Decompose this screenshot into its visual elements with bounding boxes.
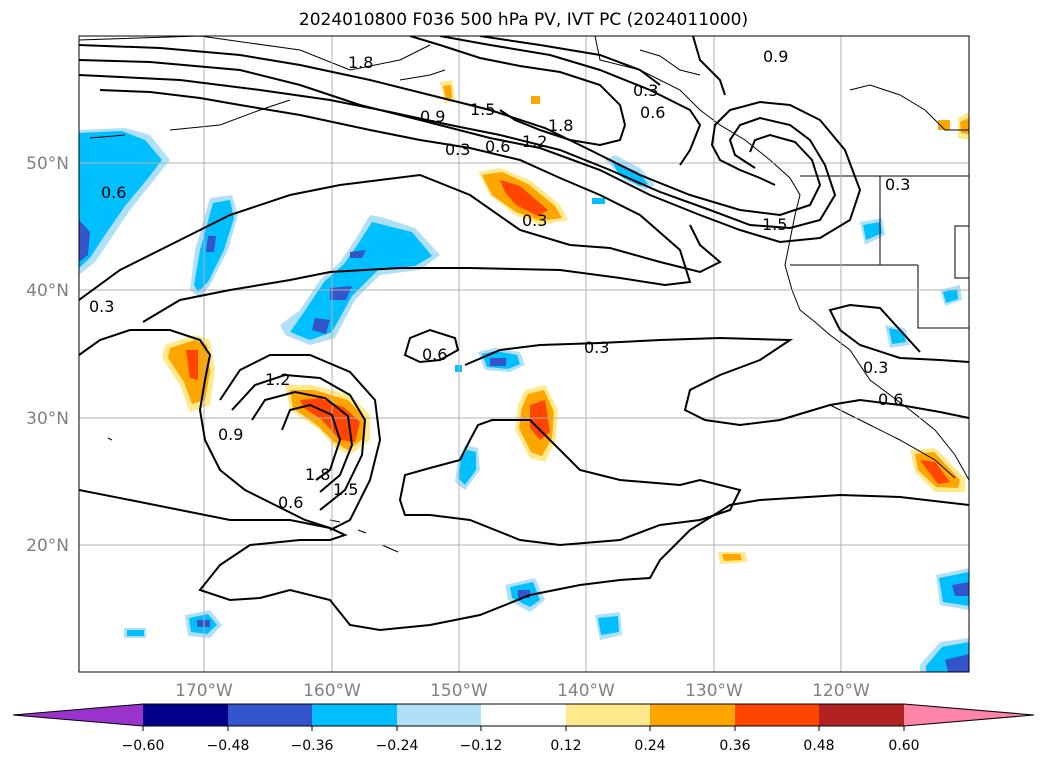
contour-label: 0.6	[422, 345, 447, 364]
map-frame	[78, 35, 970, 673]
colorbar-tick-label: −0.60	[122, 738, 165, 754]
contour-label: 0.6	[640, 103, 665, 122]
colorbar: −0.60 −0.48 −0.36 −0.24 −0.12 0.12 0.24 …	[12, 703, 1035, 754]
colorbar-tick-label: 0.24	[634, 738, 665, 754]
lon-label: 130°W	[685, 681, 743, 701]
contour-label: 1.8	[348, 53, 373, 72]
contour-label: 0.6	[101, 183, 126, 202]
contour-label: 1.2	[522, 132, 547, 151]
figure-title: 2024010800 F036 500 hPa PV, IVT PC (2024…	[298, 10, 749, 30]
colorbar-tick-label: 0.12	[550, 738, 581, 754]
latitude-labels: 50°N 40°N 30°N 20°N	[26, 154, 69, 556]
contour-label: 1.8	[548, 116, 573, 135]
contour-label: 0.3	[584, 338, 609, 357]
colorbar-tick-label: 0.36	[719, 738, 750, 754]
colorbar-swatch	[819, 704, 904, 726]
ivt-contours	[79, 36, 969, 632]
contour-label: 0.6	[278, 493, 303, 512]
colorbar-swatch	[397, 704, 481, 726]
lat-label: 40°N	[26, 281, 69, 301]
colorbar-swatch	[735, 704, 819, 726]
contour-label: 0.3	[633, 81, 658, 100]
graticule	[79, 36, 969, 672]
contour-label: 0.3	[445, 140, 470, 159]
colorbar-extend-low	[13, 704, 143, 726]
contour-label: 1.8	[305, 465, 330, 484]
contour-labels: 1.8 0.3 0.9 1.5 0.9 1.2 1.8 0.6 0.3 0.6 …	[89, 47, 910, 512]
colorbar-tick-label: −0.36	[291, 738, 334, 754]
contour-label: 1.5	[762, 215, 787, 234]
colorbar-swatch	[312, 704, 397, 726]
pv-anomaly-fills	[79, 80, 969, 672]
contour-label: 0.3	[522, 211, 547, 230]
contour-label: 0.3	[89, 297, 114, 316]
lon-label: 140°W	[557, 681, 615, 701]
lat-label: 20°N	[26, 536, 69, 556]
colorbar-swatch	[228, 704, 312, 726]
contour-label: 0.9	[420, 107, 445, 126]
colorbar-extend-high	[904, 704, 1034, 726]
contour-label: 0.6	[878, 390, 903, 409]
colorbar-tick-label: −0.12	[460, 738, 503, 754]
lon-label: 150°W	[430, 681, 488, 701]
lon-label: 170°W	[175, 681, 233, 701]
map-area: 1.8 0.3 0.9 1.5 0.9 1.2 1.8 0.6 0.3 0.6 …	[79, 36, 969, 672]
colorbar-tick-label: 0.48	[803, 738, 834, 754]
colorbar-swatch	[481, 704, 566, 726]
contour-label: 1.5	[333, 480, 358, 499]
longitude-labels: 170°W 160°W 150°W 140°W 130°W 120°W	[175, 681, 870, 701]
contour-label: 0.3	[863, 358, 888, 377]
colorbar-tick-label: 0.60	[888, 738, 919, 754]
colorbar-swatch	[566, 704, 650, 726]
contour-label: 0.9	[218, 425, 243, 444]
colorbar-tick-label: −0.48	[207, 738, 250, 754]
lat-label: 50°N	[26, 154, 69, 174]
contour-label: 0.3	[885, 175, 910, 194]
contour-label: 0.6	[485, 137, 510, 156]
lon-label: 120°W	[812, 681, 870, 701]
contour-label: 1.5	[470, 100, 495, 119]
lon-label: 160°W	[303, 681, 361, 701]
colorbar-tick-label: −0.24	[376, 738, 419, 754]
contour-label: 0.9	[763, 47, 788, 66]
colorbar-swatch	[143, 704, 228, 726]
contour-label: 1.2	[265, 370, 290, 389]
colorbar-swatch	[650, 704, 735, 726]
lat-label: 30°N	[26, 409, 69, 429]
